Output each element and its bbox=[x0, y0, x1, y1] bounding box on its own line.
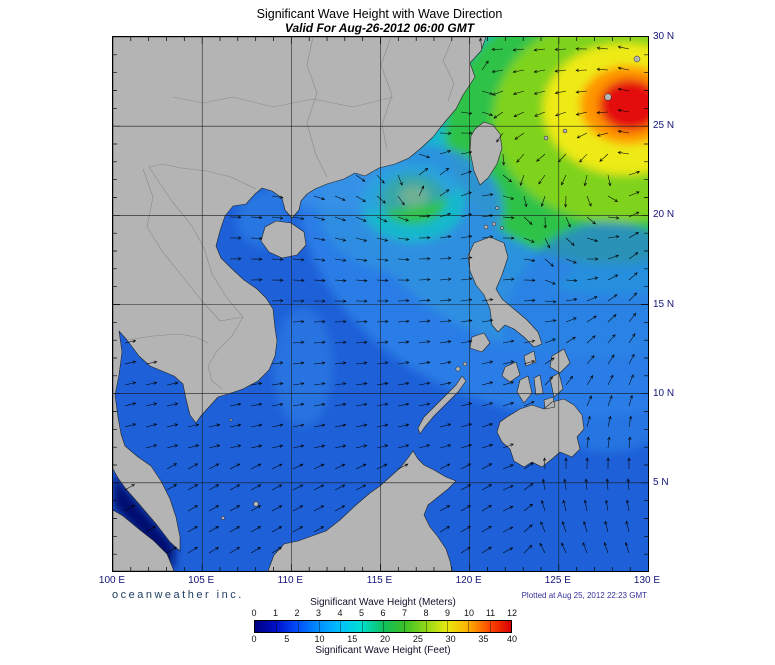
lon-label: 130 E bbox=[633, 575, 661, 586]
lon-label: 110 E bbox=[277, 575, 304, 586]
lat-label: 15 N bbox=[653, 298, 675, 310]
colorbar-separator bbox=[319, 621, 320, 632]
legend-meters-title: Significant Wave Height (Meters) bbox=[310, 597, 456, 608]
land-layer bbox=[113, 37, 641, 571]
wave-height-map bbox=[113, 37, 648, 571]
lon-label: 105 E bbox=[188, 575, 215, 586]
lon-label: 120 E bbox=[455, 575, 482, 586]
lon-label: 125 E bbox=[544, 575, 571, 586]
lat-label: 20 N bbox=[653, 209, 675, 221]
oceanweather-credit: oceanweather inc. bbox=[112, 589, 244, 601]
meters-tick-label: 9 bbox=[444, 608, 451, 618]
colorbar-separator bbox=[404, 621, 406, 632]
plot-valid-time: Valid For Aug-26-2012 06:00 GMT bbox=[284, 21, 475, 35]
plot-title: Significant Wave Height with Wave Direct… bbox=[256, 7, 503, 21]
meters-tick-label: 6 bbox=[380, 608, 386, 618]
legend-meters-ticks: 0 1 2 3 4 5 6 7 8 9 10 11 12 bbox=[251, 608, 517, 619]
lon-label: 100 E bbox=[98, 575, 126, 586]
meters-tick-label: 8 bbox=[423, 608, 429, 618]
meters-tick-label: 2 bbox=[294, 608, 300, 618]
feet-tick-label: 10 bbox=[314, 634, 325, 644]
meters-tick-label: 1 bbox=[272, 608, 279, 618]
meters-tick-label: 11 bbox=[485, 608, 496, 618]
legend-feet-ticks: 0 5 10 15 20 25 30 35 40 bbox=[251, 634, 517, 645]
map-area bbox=[112, 36, 649, 572]
meters-tick-label: 0 bbox=[251, 608, 257, 618]
degree-ticks bbox=[113, 37, 648, 571]
meters-tick-label: 12 bbox=[506, 608, 518, 618]
lon-label: 115 E bbox=[366, 575, 393, 586]
colorbar-separator bbox=[383, 621, 384, 632]
colorbar-separator bbox=[340, 621, 342, 632]
colorbar-separator bbox=[425, 621, 427, 632]
meters-tick-label: 4 bbox=[337, 608, 343, 618]
feet-tick-label: 40 bbox=[506, 634, 518, 644]
country-borders bbox=[126, 37, 455, 390]
lat-label: 10 N bbox=[653, 387, 675, 399]
plotted-timestamp: Plotted at Aug 25, 2012 22:23 GMT bbox=[521, 591, 647, 600]
meters-tick-label: 5 bbox=[358, 608, 365, 618]
lat-label: 30 N bbox=[653, 31, 675, 42]
colorbar-separator bbox=[489, 621, 491, 632]
colorbar-separator bbox=[361, 621, 363, 632]
legend-feet-title: Significant Wave Height (Feet) bbox=[315, 645, 451, 656]
colorbar-separator bbox=[276, 621, 278, 632]
colorbar-separator bbox=[297, 621, 299, 632]
latlon-grid bbox=[113, 37, 648, 571]
lat-label: 5 N bbox=[653, 476, 669, 488]
feet-tick-label: 15 bbox=[347, 634, 358, 644]
feet-tick-label: 0 bbox=[251, 634, 257, 644]
feet-tick-label: 5 bbox=[284, 634, 290, 644]
colorbar-separator bbox=[468, 621, 470, 632]
feet-tick-label: 30 bbox=[445, 634, 456, 644]
feet-tick-label: 20 bbox=[380, 634, 391, 644]
meters-tick-label: 7 bbox=[401, 608, 408, 618]
meters-tick-label: 3 bbox=[315, 608, 322, 618]
colorbar-separator bbox=[447, 621, 448, 632]
feet-tick-label: 35 bbox=[478, 634, 489, 644]
lat-label: 25 N bbox=[653, 120, 675, 132]
wave-direction-arrows bbox=[124, 37, 641, 554]
feet-tick-label: 25 bbox=[412, 634, 423, 644]
legend-colorbar bbox=[254, 620, 512, 633]
meters-tick-label: 10 bbox=[463, 608, 475, 618]
